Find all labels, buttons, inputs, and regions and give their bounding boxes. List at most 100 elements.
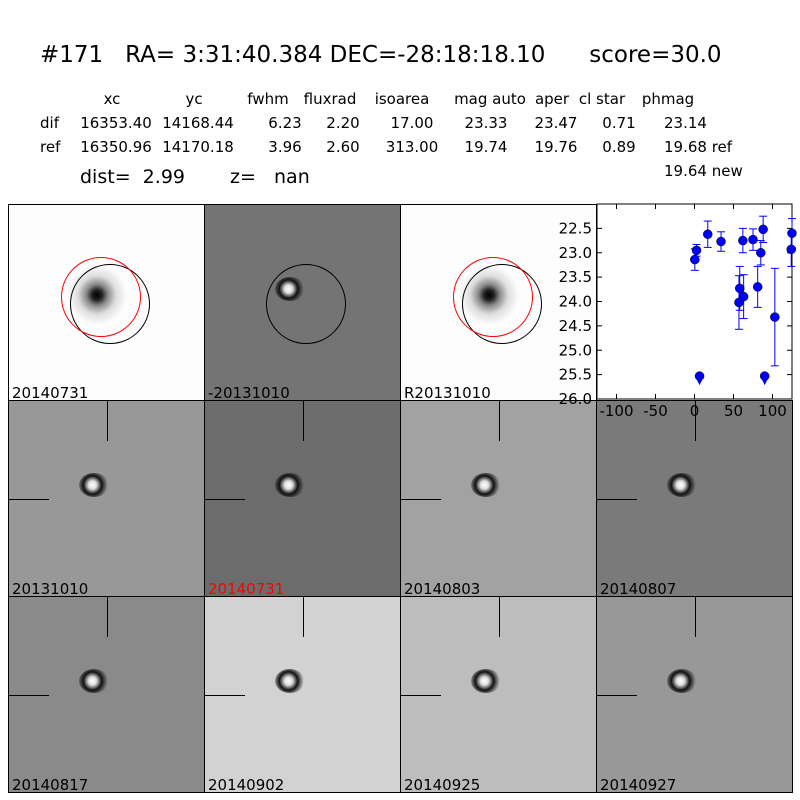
table-cell: 3.96 (268, 138, 302, 156)
row-label: dif (40, 114, 59, 132)
source-blob (667, 669, 697, 693)
crosshair-vertical (107, 597, 108, 637)
stamp-label: 20140927 (600, 776, 677, 793)
source-blob (471, 473, 501, 497)
image-stamp[interactable]: 20140731 (8, 204, 205, 401)
data-point (786, 244, 796, 255)
data-point (716, 236, 726, 247)
data-point (734, 283, 745, 294)
crosshair-horizontal (401, 695, 441, 696)
stamp-label: 20140731 (12, 384, 89, 401)
table-cell: 23.47 (534, 114, 578, 132)
y-tick-label: 23.0 (559, 244, 592, 262)
figure-title: #171 RA= 3:31:40.384 DEC=-28:18:18.10 sc… (40, 42, 722, 68)
z-value: z= nan (230, 166, 310, 188)
crosshair-horizontal (9, 499, 49, 500)
y-tick-label: 23.5 (559, 268, 592, 286)
table-cell: 17.00 (390, 114, 434, 132)
source-blob (275, 669, 305, 693)
image-stamp[interactable]: 20131010 (8, 400, 205, 597)
image-stamp[interactable]: 20140902 (204, 596, 401, 793)
column-header: yc (185, 90, 203, 108)
upper-limit-point (759, 371, 770, 381)
source-blob (79, 473, 109, 497)
stamp-label: 20131010 (12, 580, 89, 597)
table-cell: 19.76 (534, 138, 578, 156)
crosshair-horizontal (597, 695, 637, 696)
column-header: cl star (578, 90, 626, 108)
image-stamp[interactable]: R20131010 (400, 204, 597, 401)
x-tick-label: 100 (758, 402, 787, 420)
column-header: phmag (641, 90, 695, 108)
table-cell: 23.33 (464, 114, 508, 132)
data-point (690, 254, 700, 265)
stamp-label: 20140902 (208, 776, 285, 793)
column-header: aper (534, 90, 570, 108)
table-cell: 16350.96 (80, 138, 152, 156)
image-stamp[interactable]: 20140817 (8, 596, 205, 793)
reference-circle (61, 257, 141, 337)
stamp-label: 20140925 (404, 776, 481, 793)
stamp-label: R20131010 (404, 384, 491, 401)
data-point (752, 282, 763, 292)
column-header: fluxrad (303, 90, 357, 108)
upper-limit-point (694, 371, 705, 381)
x-tick-label: 50 (724, 402, 743, 420)
data-point (703, 229, 713, 239)
crosshair-horizontal (9, 695, 49, 696)
crosshair-vertical (107, 401, 108, 441)
x-tick-label: -50 (643, 402, 668, 420)
x-tick-label: -100 (599, 402, 633, 420)
table-cell: 0.89 (602, 138, 636, 156)
crosshair-vertical (695, 597, 696, 637)
table-cell: 16353.40 (80, 114, 152, 132)
data-point (738, 291, 749, 302)
table-cell: 313.00 (385, 138, 439, 156)
data-point (756, 248, 766, 258)
column-header: xc (103, 90, 121, 108)
y-tick-label: 24.5 (559, 317, 592, 335)
source-blob (275, 473, 305, 497)
y-tick-label: 22.5 (559, 219, 592, 237)
data-point (758, 224, 768, 235)
plot-frame (596, 203, 793, 400)
row-label: ref (40, 138, 61, 156)
image-stamp[interactable]: 20140925 (400, 596, 597, 793)
table-cell: 19.68 ref (664, 138, 733, 156)
crosshair-vertical (499, 597, 500, 637)
column-header: mag auto (454, 90, 526, 108)
reference-circle (453, 257, 533, 337)
detection-circle (266, 264, 346, 344)
image-stamp[interactable]: 20140731 (204, 400, 401, 597)
crosshair-vertical (303, 597, 304, 637)
y-tick-label: 25.5 (559, 366, 592, 384)
table-cell: 23.14 (664, 114, 707, 132)
stamp-label: -20131010 (208, 384, 290, 401)
crosshair-vertical (303, 401, 304, 441)
data-point (787, 228, 797, 238)
stamp-label: 20140731 (208, 580, 285, 597)
table-cell: 19.74 (464, 138, 508, 156)
image-stamp[interactable]: -20131010 (204, 204, 401, 401)
data-point (748, 234, 758, 245)
crosshair-horizontal (205, 695, 245, 696)
stamp-label: 20140803 (404, 580, 481, 597)
image-stamp[interactable]: 20140927 (596, 596, 793, 793)
y-tick-label: 26.0 (559, 390, 592, 408)
table-cell: 6.23 (268, 114, 302, 132)
table-cell: 14168.44 (162, 114, 234, 132)
stamp-label: 20140817 (12, 776, 89, 793)
image-stamp[interactable]: 20140807 (596, 400, 793, 597)
x-tick-label: 0 (690, 402, 700, 420)
dist-value: dist= 2.99 (80, 166, 185, 188)
table-cell: 2.60 (326, 138, 360, 156)
image-stamp[interactable]: 20140803 (400, 400, 597, 597)
data-point (691, 245, 702, 256)
column-header: isoarea (374, 90, 430, 108)
source-blob (79, 669, 109, 693)
source-blob (471, 669, 501, 693)
column-header: fwhm (247, 90, 289, 108)
y-tick-label: 25.0 (559, 341, 592, 359)
table-cell: 0.71 (602, 114, 636, 132)
